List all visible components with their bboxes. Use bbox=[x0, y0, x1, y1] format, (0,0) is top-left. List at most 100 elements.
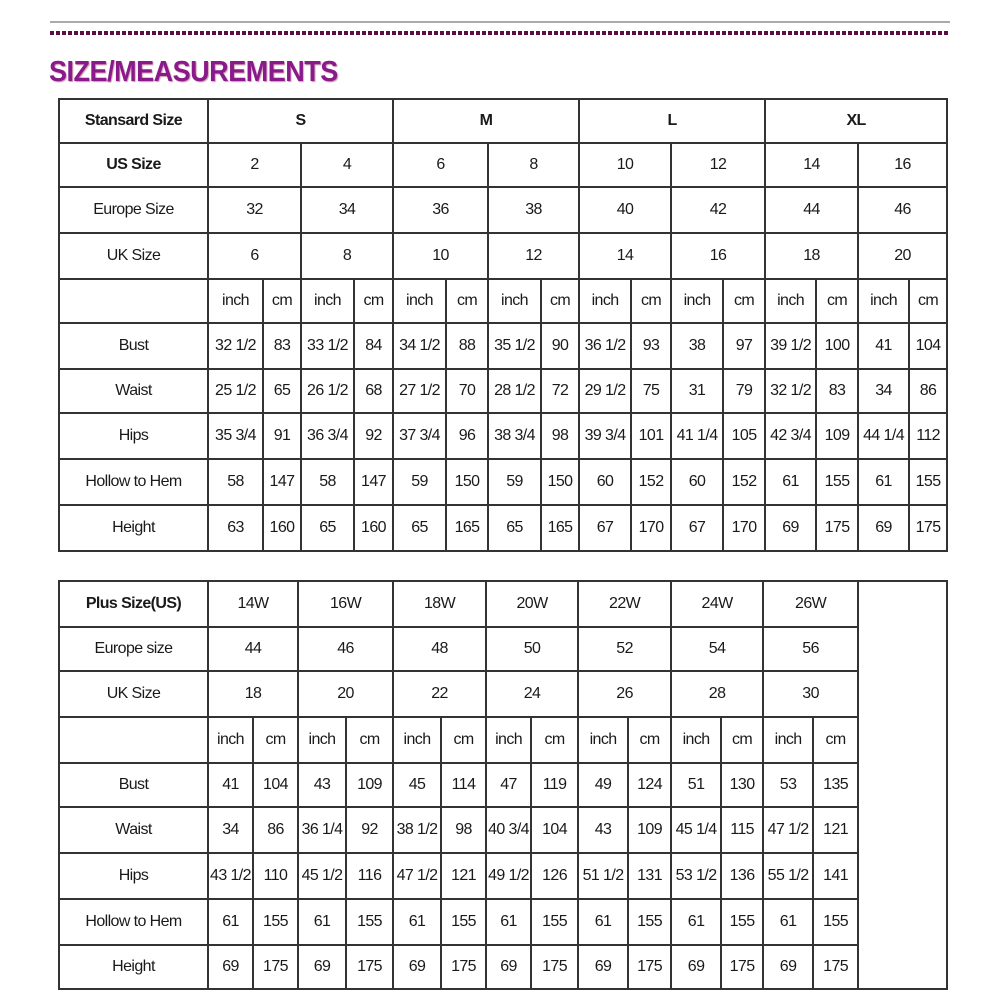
row-label: UK Size bbox=[58, 670, 209, 718]
size-group: S bbox=[206, 98, 395, 144]
measurement-value: 155 bbox=[627, 898, 673, 946]
measurement-value: 38 bbox=[670, 322, 725, 370]
measurement-value: 61 bbox=[392, 898, 443, 946]
measurement-value: 45 bbox=[392, 762, 443, 808]
size-value: 8 bbox=[299, 232, 395, 280]
measurement-value: 69 bbox=[762, 944, 815, 990]
size-value: 12 bbox=[487, 232, 581, 280]
measurement-value: 41 bbox=[207, 762, 254, 808]
measurement-value: 34 bbox=[207, 806, 254, 854]
measurement-value: 155 bbox=[345, 898, 395, 946]
measurement-value: 41 1/4 bbox=[670, 412, 725, 460]
size-value: 22 bbox=[392, 670, 488, 718]
measurement-value: 39 3/4 bbox=[578, 412, 633, 460]
measurement-value: 58 bbox=[300, 458, 355, 506]
row-label: Europe Size bbox=[58, 186, 209, 234]
measurement-value: 72 bbox=[540, 368, 581, 414]
size-row: Europe Size 32 34 36 38 40 42 44 46 bbox=[58, 186, 949, 234]
measurement-value: 47 bbox=[485, 762, 533, 808]
measurement-value: 25 1/2 bbox=[207, 368, 264, 414]
unit-cm: cm bbox=[720, 716, 765, 764]
unit-row: inch cm inch cm inch cm inch cm inch cm inch cm inch… bbox=[58, 278, 949, 324]
measurement-value: 69 bbox=[392, 944, 443, 990]
measurement-value: 165 bbox=[445, 504, 490, 552]
size-value: 16W bbox=[297, 580, 395, 628]
unit-inch: inch bbox=[300, 278, 355, 324]
measurement-value: 70 bbox=[445, 368, 490, 414]
size-value: 14 bbox=[578, 232, 673, 280]
size-value: 20W bbox=[485, 580, 580, 628]
measurement-value: 60 bbox=[670, 458, 725, 506]
measurement-value: 175 bbox=[345, 944, 395, 990]
dotted-rule bbox=[50, 31, 950, 35]
measurement-value: 68 bbox=[352, 368, 395, 414]
empty-cell bbox=[58, 278, 209, 324]
measurement-value: 155 bbox=[530, 898, 580, 946]
measurement-value: 40 3/4 bbox=[485, 806, 533, 854]
unit-inch: inch bbox=[487, 278, 543, 324]
size-value: 18 bbox=[764, 232, 860, 280]
measurement-value: 42 3/4 bbox=[764, 412, 818, 460]
measurement-value: 61 bbox=[857, 458, 911, 506]
size-value: 22W bbox=[577, 580, 673, 628]
measurement-value: 90 bbox=[540, 322, 581, 370]
measurement-value: 63 bbox=[207, 504, 264, 552]
unit-cm: cm bbox=[812, 716, 860, 764]
measurement-value: 86 bbox=[908, 368, 949, 414]
measurement-value: 36 1/4 bbox=[297, 806, 348, 854]
measurement-value: 44 1/4 bbox=[857, 412, 911, 460]
unit-cm: cm bbox=[251, 716, 300, 764]
row-label: Hollow to Hem bbox=[58, 458, 209, 506]
measurement-value: 38 1/2 bbox=[392, 806, 443, 854]
measurement-value: 155 bbox=[251, 898, 300, 946]
measurement-value: 59 bbox=[487, 458, 543, 506]
measurement-value: 53 1/2 bbox=[670, 852, 723, 900]
size-group: XL bbox=[764, 98, 949, 144]
standard-size-row: Stansard Size S M L XL bbox=[58, 98, 949, 144]
measurement-row: Height 63 160 65 160 65 165 65 165 67 170 67 170 69 17… bbox=[58, 504, 949, 552]
empty-cell bbox=[58, 716, 209, 764]
measurement-value: 126 bbox=[530, 852, 580, 900]
measurement-value: 175 bbox=[627, 944, 673, 990]
unit-inch: inch bbox=[207, 278, 264, 324]
size-value: 24W bbox=[670, 580, 765, 628]
measurement-value: 33 1/2 bbox=[300, 322, 355, 370]
measurement-value: 121 bbox=[812, 806, 860, 854]
size-row: US Size 2 4 6 8 10 12 14 16 bbox=[58, 142, 949, 188]
row-label: Stansard Size bbox=[58, 98, 209, 144]
size-value: 46 bbox=[857, 186, 949, 234]
size-row: Europe size 44 46 48 50 52 54 56 bbox=[58, 626, 947, 672]
row-label: Europe size bbox=[58, 626, 209, 672]
measurement-value: 61 bbox=[297, 898, 348, 946]
measurement-value: 175 bbox=[720, 944, 765, 990]
unit-inch: inch bbox=[857, 278, 911, 324]
measurement-value: 61 bbox=[485, 898, 533, 946]
measurement-value: 97 bbox=[722, 322, 767, 370]
measurement-value: 91 bbox=[262, 412, 302, 460]
measurement-value: 61 bbox=[207, 898, 254, 946]
measurement-value: 135 bbox=[812, 762, 860, 808]
size-row: UK Size 18 20 22 24 26 28 30 bbox=[58, 670, 947, 718]
unit-inch: inch bbox=[485, 716, 533, 764]
measurement-value: 43 bbox=[577, 806, 630, 854]
measurement-value: 37 3/4 bbox=[392, 412, 448, 460]
size-value: 44 bbox=[764, 186, 860, 234]
size-value: 50 bbox=[485, 626, 580, 672]
size-value: 10 bbox=[392, 232, 490, 280]
measurement-value: 114 bbox=[440, 762, 488, 808]
measurement-value: 84 bbox=[352, 322, 395, 370]
measurement-value: 49 1/2 bbox=[485, 852, 533, 900]
measurement-value: 49 bbox=[577, 762, 630, 808]
measurement-value: 41 bbox=[857, 322, 911, 370]
measurement-value: 175 bbox=[251, 944, 300, 990]
unit-inch: inch bbox=[764, 278, 818, 324]
measurement-value: 61 bbox=[670, 898, 723, 946]
measurement-value: 147 bbox=[352, 458, 395, 506]
measurement-value: 45 1/2 bbox=[297, 852, 348, 900]
measurement-value: 55 1/2 bbox=[762, 852, 815, 900]
size-value: 54 bbox=[670, 626, 765, 672]
measurement-value: 60 bbox=[578, 458, 633, 506]
plus-size-table: Plus Size(US) 14W 16W 18W 20W 22W 24W 26W Europe… bbox=[58, 580, 949, 990]
size-value: 4 bbox=[299, 142, 395, 188]
measurement-value: 83 bbox=[262, 322, 302, 370]
